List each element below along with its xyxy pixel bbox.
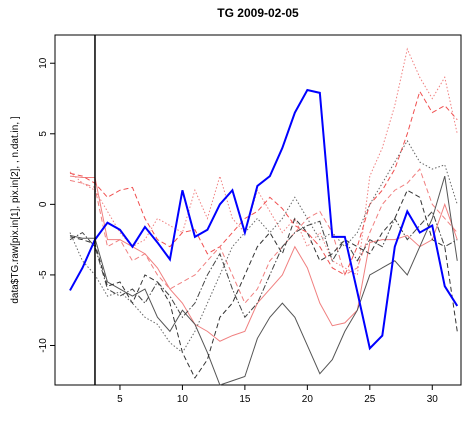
y-axis-label: data$TG.raw[pix.in[1], pix.in[2], , n.da… xyxy=(10,116,21,304)
series-line xyxy=(69,88,459,351)
series-line xyxy=(69,175,458,342)
y-tick-label: 5 xyxy=(38,131,49,137)
y-tick-label: -5 xyxy=(38,270,49,279)
series-line xyxy=(69,189,458,379)
series-line xyxy=(69,210,458,319)
y-tick-label: -10 xyxy=(38,338,49,353)
x-tick-label: 10 xyxy=(177,394,189,405)
y-tick-label: 0 xyxy=(38,201,49,207)
plot-box xyxy=(54,34,462,386)
series-line xyxy=(69,139,458,354)
series-line xyxy=(69,90,458,276)
y-tick-label: 10 xyxy=(38,57,49,69)
x-tick-label: 25 xyxy=(364,394,376,405)
chart-title: TG 2009-02-05 xyxy=(217,6,299,20)
x-tick-label: 20 xyxy=(302,394,314,405)
x-tick-label: 30 xyxy=(427,394,439,405)
x-tick-label: 5 xyxy=(117,394,123,405)
series-line xyxy=(69,47,458,276)
x-tick-label: 15 xyxy=(239,394,251,405)
series-line xyxy=(69,168,458,305)
